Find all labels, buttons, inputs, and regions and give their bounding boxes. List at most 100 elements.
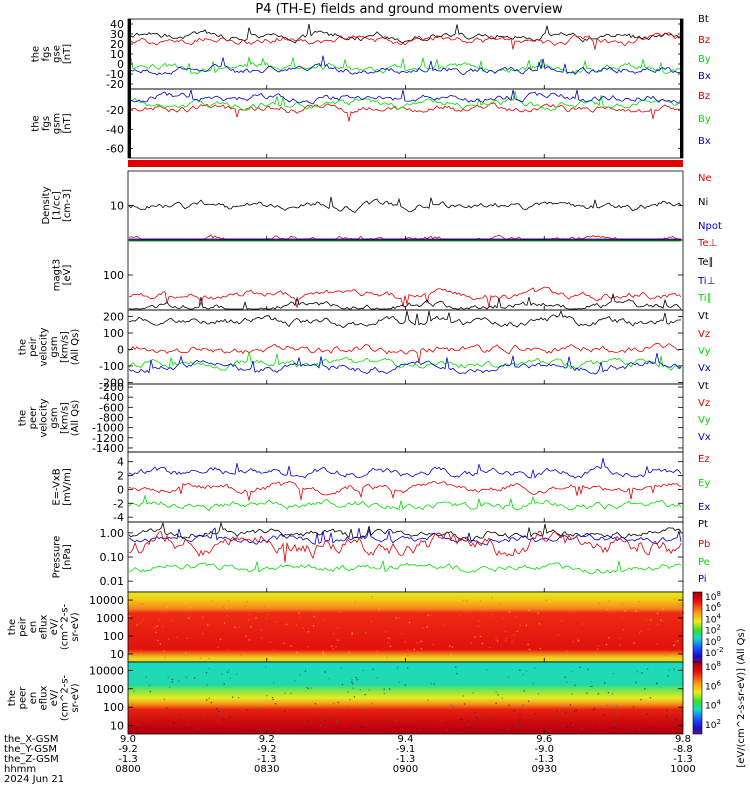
x-tick-label-x: 9.8 — [675, 734, 691, 745]
spectrogram-cell — [675, 641, 677, 643]
spectrogram-cell — [537, 612, 539, 614]
spectrogram-cell — [566, 681, 568, 683]
panel-10: 10000 1000 100 10 thepeerenefluxeV/(cm^2-s-s… — [7, 661, 684, 735]
spectrogram-cell — [476, 717, 478, 719]
x-tick-label-y: -9.2 — [118, 744, 138, 755]
trace-Vx — [128, 353, 682, 375]
panel-8: 1.00 0.10 0.01 Pressure[nPa] Pt Pb Pe Pi — [52, 519, 710, 593]
spectrogram-cell — [399, 617, 401, 619]
spectrogram-cell — [401, 633, 403, 635]
spectrogram-cell — [274, 703, 277, 705]
spectrogram-cell — [246, 600, 248, 603]
spectrogram-cell — [649, 697, 652, 699]
spectrogram-cell — [413, 648, 416, 650]
spectrogram-cell — [636, 671, 638, 673]
spectrogram-cell — [342, 710, 344, 712]
spectrogram-cell — [572, 641, 574, 643]
spectrogram-cell — [356, 679, 358, 681]
y-tick-label: 10 — [110, 200, 124, 213]
spectrogram-cell — [427, 614, 429, 616]
spectrogram-cell — [561, 620, 563, 622]
spectrogram-cell — [597, 693, 600, 695]
spectrogram-cell — [574, 710, 576, 712]
spectrogram-cell — [378, 601, 380, 603]
spectrogram-cell — [166, 606, 169, 608]
spectrogram-cell — [142, 619, 144, 621]
colorbar-tick-exponent: 0 — [716, 635, 720, 643]
trace-Vz — [128, 342, 682, 363]
spectrogram-cell — [163, 711, 165, 714]
trace-By — [128, 55, 682, 75]
spectrogram-cell — [222, 726, 224, 728]
spectrogram-cell — [522, 673, 524, 676]
spectrogram-cell — [526, 709, 529, 711]
spectrogram-cell — [614, 723, 616, 725]
spectrogram-cell — [665, 655, 667, 657]
spectrogram-cell — [304, 670, 306, 672]
spectrogram-cell — [145, 724, 147, 726]
y-axis-label-line: (cm^2-s- — [60, 674, 71, 721]
spectrogram-cell — [318, 711, 320, 713]
spectrogram-cell — [173, 721, 175, 724]
y-tick-label: 2 — [117, 470, 124, 483]
y-tick-label: 100 — [103, 701, 124, 714]
y-axis-label-line: the — [31, 46, 42, 62]
spectrogram-cell — [239, 654, 242, 656]
spectrogram-cell — [163, 698, 166, 701]
spectrogram-cell — [407, 649, 409, 651]
spectrogram-cell — [245, 635, 247, 637]
y-axis-label-line: Pressure — [52, 536, 63, 579]
spectrogram-cell — [324, 720, 326, 722]
spectrogram-cell — [443, 624, 445, 626]
spectrogram-cell — [663, 620, 665, 622]
spectrogram-cell — [430, 682, 432, 685]
y-axis-label-line: Density — [41, 186, 52, 224]
y-tick-label: -200 — [99, 376, 124, 389]
spectrogram-cell — [407, 667, 409, 669]
spectrogram-cell — [389, 645, 392, 647]
spectrogram-cell — [635, 610, 637, 612]
spectrogram-cell — [364, 694, 366, 696]
spectrogram-cell — [553, 714, 555, 716]
spectrogram-cell — [491, 597, 493, 599]
spectrogram-cell — [188, 617, 190, 619]
y-axis-label-line: the — [18, 410, 29, 426]
y-axis-label-line: eflux — [39, 615, 50, 640]
spectrogram-cell — [462, 695, 464, 697]
spectrogram-cell — [589, 685, 591, 688]
spectrogram-cell — [337, 701, 339, 704]
y-axis-label-line: E=-VxB — [52, 468, 63, 505]
spectrogram-cell — [141, 715, 143, 717]
y-axis-label-line: gsm — [49, 407, 60, 428]
spectrogram-cell — [223, 683, 225, 685]
spectrogram-cell — [677, 640, 679, 642]
spectrogram-cell — [388, 688, 391, 690]
spectrogram-cell — [322, 653, 325, 656]
spectrogram-cell — [341, 683, 344, 686]
spectrogram-cell — [211, 600, 213, 602]
spectrogram-cell — [331, 712, 333, 714]
trace-Pe — [128, 560, 682, 575]
spectrogram-cell — [579, 666, 581, 668]
x-tick-label-z: -1.3 — [118, 754, 138, 765]
spectrogram-cell — [376, 677, 378, 679]
panel-frame — [127, 451, 684, 523]
legend-Vx: Vx — [698, 363, 711, 374]
spectrogram-cell — [157, 639, 159, 642]
spectrogram-cell — [304, 728, 306, 730]
spectrogram-cell — [268, 613, 270, 615]
spectrogram-cell — [455, 666, 457, 668]
spectrogram-cell — [558, 600, 560, 602]
spectrogram-cell — [669, 715, 671, 717]
colorbar-tick-label: 106 — [705, 679, 721, 692]
spectrogram-cell — [495, 691, 497, 693]
spectrogram-cell — [155, 631, 157, 633]
x-tick-label-hhmm: 0900 — [393, 764, 418, 775]
trace-Bz — [128, 32, 682, 50]
spectrogram-cell — [505, 640, 507, 642]
legend-Vy: Vy — [698, 346, 711, 357]
y-axis-label-line: peer — [18, 686, 29, 710]
spectrogram-cell — [351, 679, 353, 681]
spectrogram-cell — [429, 614, 431, 616]
trace-Ez — [128, 480, 682, 501]
